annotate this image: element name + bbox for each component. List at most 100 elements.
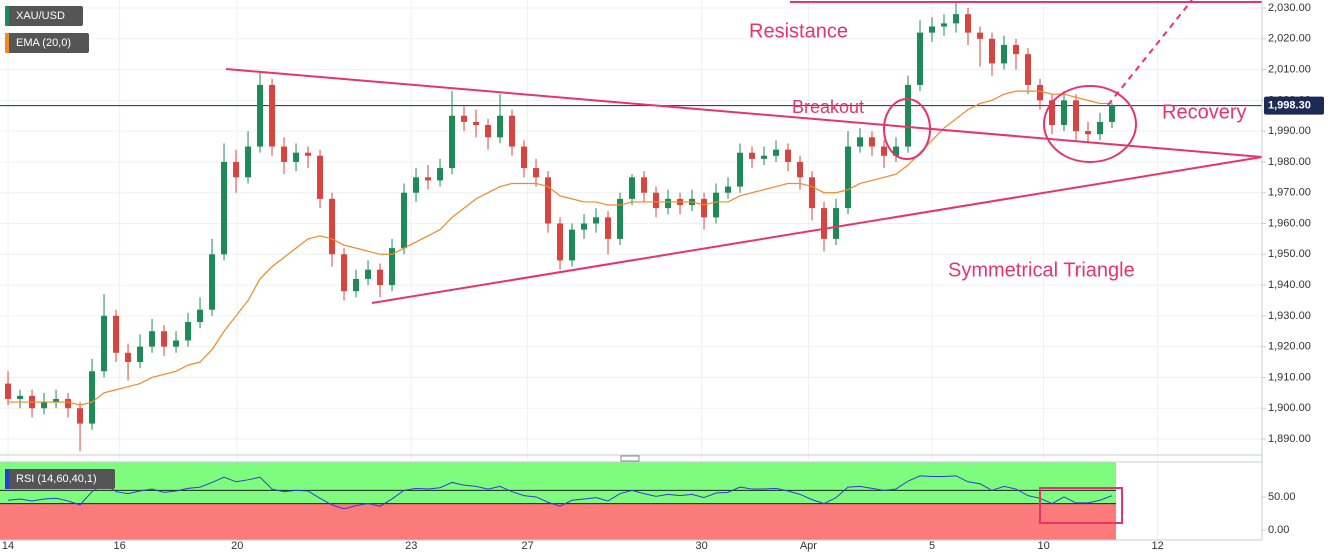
legend-swatch: [5, 33, 9, 53]
candle-body: [389, 248, 396, 286]
candle-body: [773, 149, 780, 156]
y-tick-label: 1,970.00: [1268, 187, 1311, 199]
candle-body: [53, 398, 60, 403]
candle-body: [365, 269, 372, 279]
drawings: [225, 0, 1263, 524]
legend-label: RSI (14,60,40,1): [16, 473, 97, 485]
candle-body: [761, 155, 768, 159]
candle-body: [449, 115, 456, 169]
candle-body: [821, 208, 828, 239]
candle-body: [1037, 84, 1044, 101]
candle-body: [377, 269, 384, 286]
candle-body: [5, 383, 12, 399]
rsi-line: [7, 475, 1113, 510]
candle-body: [269, 84, 276, 147]
candle-body: [473, 121, 480, 125]
candle-body: [281, 146, 288, 162]
candle-body: [341, 254, 348, 292]
candle-body: [641, 177, 648, 193]
annotation: Breakout: [792, 97, 864, 117]
candle-body: [785, 149, 792, 162]
candle-body: [233, 161, 240, 178]
rsi-highlight: [1039, 487, 1123, 524]
candle-body: [869, 137, 876, 147]
candle-body: [665, 198, 672, 209]
candle-body: [401, 192, 408, 249]
lower-trendline: [371, 156, 1263, 304]
marks: [0, 1, 1262, 510]
y-tick-label: 2,030.00: [1268, 2, 1311, 14]
candle-body: [941, 23, 948, 27]
y-tick-label: 1,940.00: [1268, 279, 1311, 291]
candle-body: [737, 152, 744, 187]
candle-body: [857, 137, 864, 147]
candle-body: [305, 152, 312, 156]
candle-body: [125, 352, 132, 363]
candle-body: [1097, 121, 1104, 135]
legend-label: XAU/USD: [16, 10, 65, 22]
candle-body: [569, 229, 576, 261]
candle-body: [161, 331, 168, 347]
y-tick-label: 1,930.00: [1268, 310, 1311, 322]
x-tick-label: 14: [2, 540, 14, 552]
candle-body: [797, 161, 804, 178]
candle-body: [713, 192, 720, 218]
candle-body: [521, 146, 528, 169]
candle-body: [533, 168, 540, 178]
pane-handle[interactable]: [620, 455, 640, 462]
candle-body: [809, 177, 816, 209]
candle-body: [977, 32, 984, 39]
y-tick-label: 1,980.00: [1268, 156, 1311, 168]
recovery-circle: [1043, 85, 1137, 163]
x-tick-label: Apr: [800, 540, 817, 552]
y-tick-label: 2,010.00: [1268, 63, 1311, 75]
legend-box: [5, 33, 89, 53]
x-tick-label: 16: [114, 540, 126, 552]
candle-body: [101, 315, 108, 372]
y-tick-label: 1,890.00: [1268, 433, 1311, 445]
candle-body: [617, 198, 624, 239]
legend: XAU/USD EMA (20,0) RSI (14,60,40,1): [5, 6, 115, 489]
candle-body: [629, 177, 636, 199]
candle-body: [893, 146, 900, 156]
y-tick-label: 1,960.00: [1268, 217, 1311, 229]
candle-body: [137, 346, 144, 363]
candle-body: [293, 152, 300, 162]
candle-body: [413, 177, 420, 193]
candle-body: [965, 14, 972, 33]
candle-body: [905, 84, 912, 147]
y-tick-label: 1,900.00: [1268, 402, 1311, 414]
candle-body: [113, 315, 120, 353]
y-tick-label: 2,020.00: [1268, 33, 1311, 45]
candle-body: [845, 146, 852, 209]
annotation: Resistance: [749, 20, 848, 42]
legend-label: EMA (20,0): [16, 37, 71, 49]
candle-body: [257, 84, 264, 147]
x-tick-label: 10: [1037, 540, 1049, 552]
candle-body: [353, 278, 360, 292]
candle-body: [1001, 44, 1008, 64]
candle-body: [701, 198, 708, 218]
candle-body: [653, 192, 660, 209]
candle-body: [497, 115, 504, 138]
breakout-circle: [883, 98, 931, 160]
candle-body: [1085, 131, 1092, 135]
candle-body: [929, 26, 936, 33]
y-tick-label: 1,920.00: [1268, 341, 1311, 353]
candle-body: [41, 402, 48, 409]
candle-body: [425, 177, 432, 181]
y-tick-label: 1,990.00: [1268, 125, 1311, 137]
candle-body: [221, 161, 228, 255]
candle-body: [881, 146, 888, 156]
annotation: Recovery: [1162, 101, 1246, 123]
x-tick-label: 20: [231, 540, 243, 552]
candle-body: [185, 322, 192, 341]
candle-body: [509, 115, 516, 147]
y-tick-label: 1,910.00: [1268, 371, 1311, 383]
candle-body: [329, 198, 336, 255]
x-tick-label: 30: [695, 540, 707, 552]
candle-body: [317, 155, 324, 199]
candle-body: [437, 168, 444, 181]
candle-body: [545, 177, 552, 224]
